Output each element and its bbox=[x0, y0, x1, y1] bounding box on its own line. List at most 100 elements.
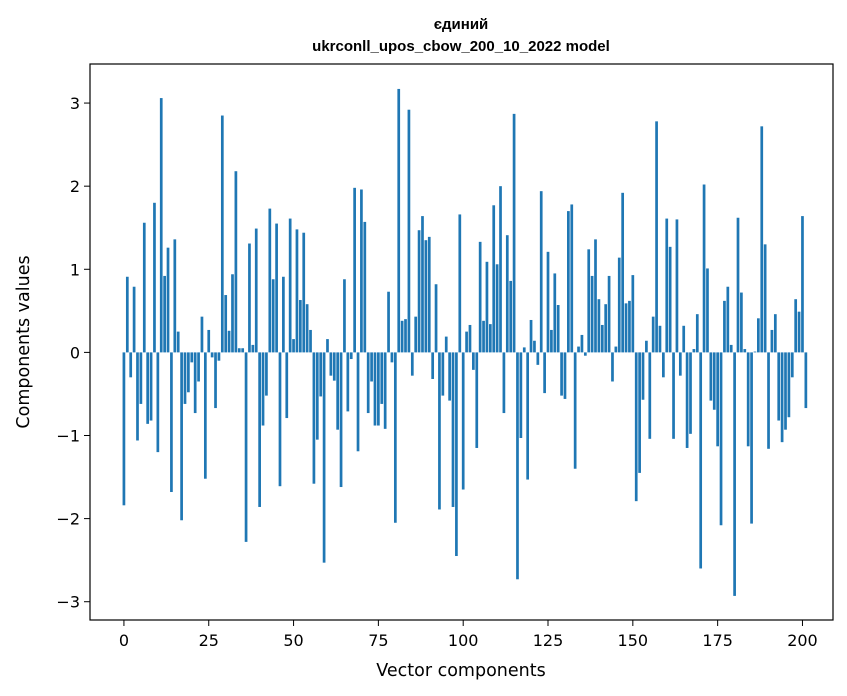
bar-72 bbox=[366, 352, 370, 414]
bar-122 bbox=[536, 352, 540, 365]
bar-49 bbox=[288, 218, 292, 353]
y-axis-label: Components values bbox=[14, 255, 34, 428]
bar-102 bbox=[468, 324, 472, 353]
bar-135 bbox=[580, 334, 584, 353]
bar-30 bbox=[224, 295, 228, 353]
bar-180 bbox=[733, 352, 736, 596]
bar-174 bbox=[712, 352, 716, 410]
bar-171 bbox=[702, 184, 706, 353]
bar-164 bbox=[678, 352, 682, 376]
bar-82 bbox=[400, 320, 404, 353]
bar-195 bbox=[784, 352, 787, 430]
y-tick-label--2: −2 bbox=[56, 510, 80, 529]
bar-32 bbox=[231, 274, 234, 353]
bar-17 bbox=[180, 352, 183, 521]
bar-154 bbox=[645, 340, 648, 353]
bar-88 bbox=[421, 216, 424, 353]
bar-14 bbox=[170, 352, 173, 493]
bar-181 bbox=[736, 217, 740, 353]
bar-34 bbox=[237, 348, 241, 353]
bar-190 bbox=[767, 352, 770, 449]
bar-124 bbox=[543, 352, 546, 394]
bar-75 bbox=[377, 352, 380, 426]
bar-143 bbox=[607, 275, 611, 353]
bar-141 bbox=[600, 324, 604, 353]
bar-192 bbox=[773, 314, 777, 353]
bar-136 bbox=[583, 352, 587, 356]
bar-184 bbox=[746, 352, 750, 447]
bar-42 bbox=[265, 352, 268, 396]
bar-116 bbox=[516, 352, 519, 580]
bar-158 bbox=[658, 325, 662, 353]
chart-title-line-2: ukrconll_upos_cbow_200_10_2022 model bbox=[312, 38, 610, 55]
bar-94 bbox=[441, 352, 445, 396]
bar-170 bbox=[699, 352, 703, 569]
bar-43 bbox=[268, 208, 272, 353]
bar-96 bbox=[448, 352, 451, 401]
bar-83 bbox=[404, 319, 407, 353]
bar-93 bbox=[438, 352, 441, 510]
bar-129 bbox=[560, 352, 563, 396]
bar-148 bbox=[624, 303, 628, 353]
bar-200 bbox=[801, 216, 804, 353]
bar-161 bbox=[668, 246, 672, 353]
bar-162 bbox=[672, 352, 675, 439]
bar-133 bbox=[573, 352, 577, 469]
bar-56 bbox=[312, 352, 316, 484]
bar-4 bbox=[136, 352, 139, 441]
bar-85 bbox=[410, 352, 414, 376]
bar-130 bbox=[563, 352, 567, 399]
y-tick-label-3: 3 bbox=[70, 94, 80, 113]
bar-26 bbox=[210, 352, 214, 358]
bar-183 bbox=[743, 349, 747, 353]
bar-201 bbox=[804, 352, 808, 409]
bar-155 bbox=[648, 352, 652, 439]
bar-66 bbox=[346, 352, 350, 412]
bar-198 bbox=[794, 299, 798, 353]
bar-107 bbox=[485, 261, 489, 353]
bar-123 bbox=[539, 191, 543, 353]
bar-10 bbox=[156, 352, 160, 453]
bar-159 bbox=[662, 352, 665, 378]
bar-115 bbox=[512, 113, 516, 353]
y-tick-label-1: 1 bbox=[70, 260, 80, 279]
x-axis-ticks: 0 25 50 75 100 125 150 175 200 bbox=[119, 620, 818, 650]
bar-81 bbox=[397, 88, 401, 353]
bar-39 bbox=[254, 228, 258, 353]
bar-52 bbox=[298, 300, 302, 353]
bar-16 bbox=[176, 331, 180, 353]
bar-160 bbox=[665, 218, 669, 353]
bar-185 bbox=[750, 352, 753, 524]
bar-12 bbox=[163, 275, 166, 353]
bar-99 bbox=[458, 214, 462, 353]
bar-13 bbox=[166, 247, 170, 353]
y-tick-label-2: 2 bbox=[70, 177, 80, 196]
x-tick-label-75: 75 bbox=[368, 631, 388, 650]
bar-137 bbox=[587, 249, 591, 353]
bar-145 bbox=[614, 346, 618, 353]
y-tick-label-0: 0 bbox=[70, 343, 80, 362]
bar-144 bbox=[611, 352, 614, 382]
bar-3 bbox=[132, 286, 136, 353]
bar-131 bbox=[567, 211, 570, 353]
x-tick-label-150: 150 bbox=[618, 631, 649, 650]
bar-38 bbox=[251, 344, 255, 353]
bar-163 bbox=[675, 219, 679, 353]
bar-86 bbox=[414, 316, 418, 353]
x-tick-label-50: 50 bbox=[283, 631, 303, 650]
bar-51 bbox=[295, 229, 299, 353]
bar-71 bbox=[363, 221, 367, 353]
bar-46 bbox=[278, 352, 282, 487]
bar-76 bbox=[380, 352, 384, 404]
bar-142 bbox=[604, 304, 608, 353]
bar-77 bbox=[383, 352, 387, 429]
bar-187 bbox=[757, 318, 760, 353]
bar-127 bbox=[553, 273, 557, 353]
bar-41 bbox=[261, 352, 265, 426]
bar-139 bbox=[594, 239, 597, 353]
chart-title-line-1: єдиний bbox=[434, 16, 489, 33]
bar-98 bbox=[455, 352, 458, 557]
bar-0 bbox=[122, 352, 126, 506]
x-tick-label-100: 100 bbox=[448, 631, 479, 650]
bar-193 bbox=[777, 352, 781, 421]
